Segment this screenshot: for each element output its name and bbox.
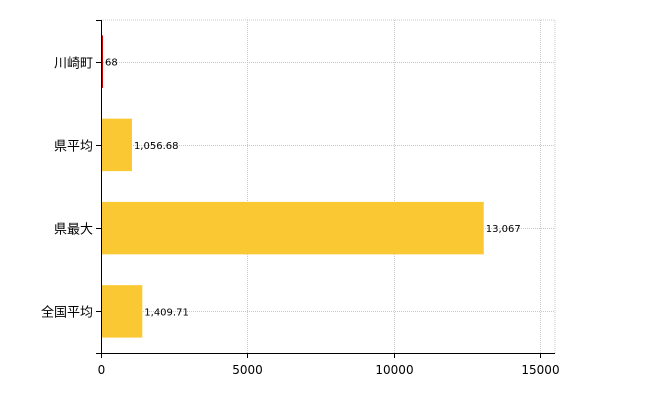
data-label: 68 [105,58,118,69]
y-tick-label: 県平均 [54,140,93,155]
x-tick-label: 10000 [375,363,413,377]
data-label: 1,056.68 [134,141,179,152]
bar-2 [101,201,484,255]
y-tick-label: 川崎町 [54,57,93,72]
y-tick-label: 全国平均 [41,305,93,321]
x-tick-label: 5000 [232,363,263,377]
bar-1 [101,118,132,172]
bar-layer [101,35,484,338]
x-tick-label: 15000 [521,363,559,377]
bar-3 [101,285,143,338]
x-tick-label: 0 [98,363,106,377]
data-label: 13,067 [486,224,521,235]
data-label: 1,409.71 [144,307,189,318]
grid-layer [101,19,556,353]
y-tick-label: 県最大 [54,223,93,238]
axis-layer [96,20,555,358]
